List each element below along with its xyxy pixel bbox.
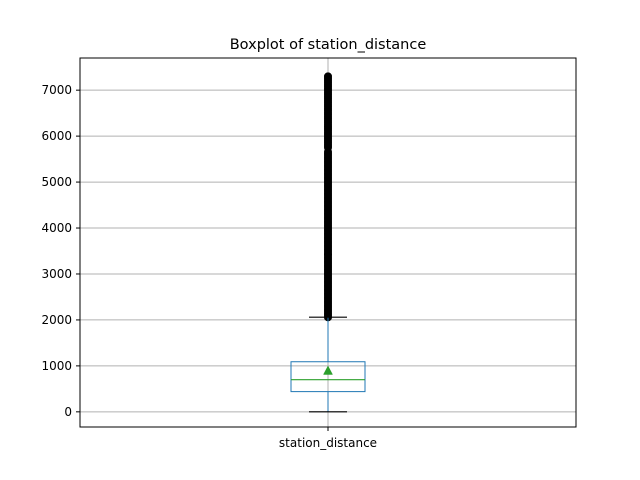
outlier-markers bbox=[324, 72, 333, 152]
y-tick-label: 1000 bbox=[41, 359, 72, 373]
iqr-box bbox=[290, 361, 366, 393]
y-tick-label: 3000 bbox=[41, 267, 72, 281]
y-tick-label: 2000 bbox=[41, 313, 72, 327]
axis-ticks: 0 1000 2000 3000 4000 5000 6000 7000 station_dis… bbox=[41, 83, 377, 450]
y-tick-label: 4000 bbox=[41, 221, 72, 235]
y-tick-label: 5000 bbox=[41, 175, 72, 189]
y-tick-label: 0 bbox=[64, 405, 72, 419]
plot-area bbox=[290, 72, 366, 413]
x-tick-label: station_distance bbox=[279, 436, 377, 450]
mean-marker bbox=[323, 365, 333, 375]
chart-title: Boxplot of station_distance bbox=[230, 37, 427, 53]
y-tick-label: 7000 bbox=[41, 83, 72, 97]
outlier-markers bbox=[324, 147, 333, 322]
y-tick-label: 6000 bbox=[41, 129, 72, 143]
